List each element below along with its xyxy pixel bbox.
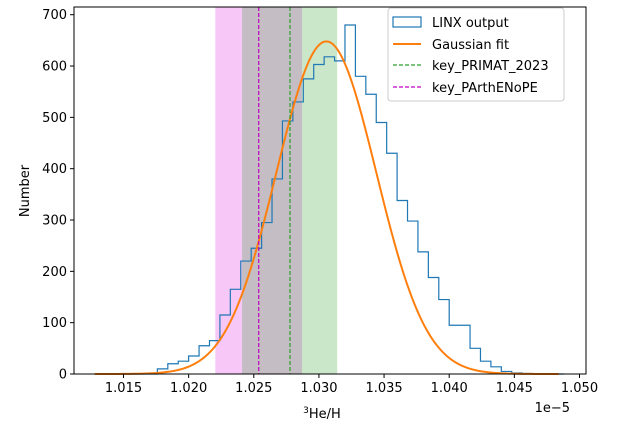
gaussian-fit-curve	[94, 40, 559, 375]
histogram-bin	[241, 261, 251, 374]
histogram-bin	[387, 153, 397, 374]
x-axis-label-main: He/H	[309, 407, 341, 422]
histogram-bin	[428, 278, 438, 374]
histogram-bin	[449, 325, 459, 374]
x-axis-label-superscript: 3	[303, 406, 309, 416]
y-tick-label: 0	[59, 368, 67, 383]
y-axis-ticks: 0 100 200 300 400 500 600 700	[42, 8, 74, 383]
legend-label-linx-output: LINX output	[432, 16, 509, 31]
x-tick-label: 1.045	[496, 381, 533, 396]
histogram-bin	[335, 61, 345, 374]
x-axis-ticks: 1.015 1.020 1.025 1.030 1.035 1.040 1.045 1.050	[105, 374, 598, 396]
legend-label-gaussian-fit: Gaussian fit	[432, 38, 509, 53]
y-axis-label: Number	[18, 164, 33, 217]
vline-layer	[258, 7, 291, 374]
x-tick-label: 1.035	[365, 381, 402, 396]
histogram-bin	[272, 179, 282, 374]
histogram-outline	[94, 24, 564, 375]
legend-swatch-linx-output	[392, 16, 422, 28]
legend: LINX output Gaussian fit key_PRIMAT_2023…	[387, 7, 565, 102]
legend-label-key-parthenope: key_PArthENoPE	[432, 81, 538, 96]
histogram-bin	[324, 57, 334, 374]
x-tick-label: 1.050	[561, 381, 598, 396]
y-tick-label: 400	[42, 162, 67, 177]
x-tick-label: 1.015	[105, 381, 142, 396]
x-tick-label: 1.040	[431, 381, 468, 396]
histogram-bin	[439, 300, 449, 374]
histogram-bin	[376, 122, 386, 374]
y-tick-label: 300	[42, 214, 67, 229]
y-tick-label: 200	[42, 265, 67, 280]
histogram-bin	[314, 64, 324, 374]
plot-frame	[73, 6, 587, 375]
y-tick-label: 700	[42, 8, 67, 23]
histogram-bin	[293, 102, 303, 374]
x-tick-label: 1.020	[170, 381, 207, 396]
histogram-bin	[251, 248, 261, 374]
histogram-bin	[282, 121, 292, 374]
legend-label-key-primat-2023: key_PRIMAT_2023	[432, 59, 549, 74]
x-tick-label: 1.025	[235, 381, 272, 396]
y-tick-label: 600	[42, 60, 67, 75]
x-axis-label: 3He/H	[303, 406, 341, 422]
histogram-bin	[262, 223, 272, 374]
histogram-bin	[418, 252, 428, 374]
fit-layer	[94, 40, 559, 375]
histogram-bin	[303, 79, 313, 374]
legend-frame	[387, 7, 565, 102]
histogram-bin	[397, 201, 407, 374]
y-tick-label: 100	[42, 316, 67, 331]
histogram-layer	[94, 24, 564, 375]
x-tick-label: 1.030	[300, 381, 337, 396]
x-axis-offset-label: 1e−5	[535, 401, 570, 416]
y-tick-label: 500	[42, 111, 67, 126]
